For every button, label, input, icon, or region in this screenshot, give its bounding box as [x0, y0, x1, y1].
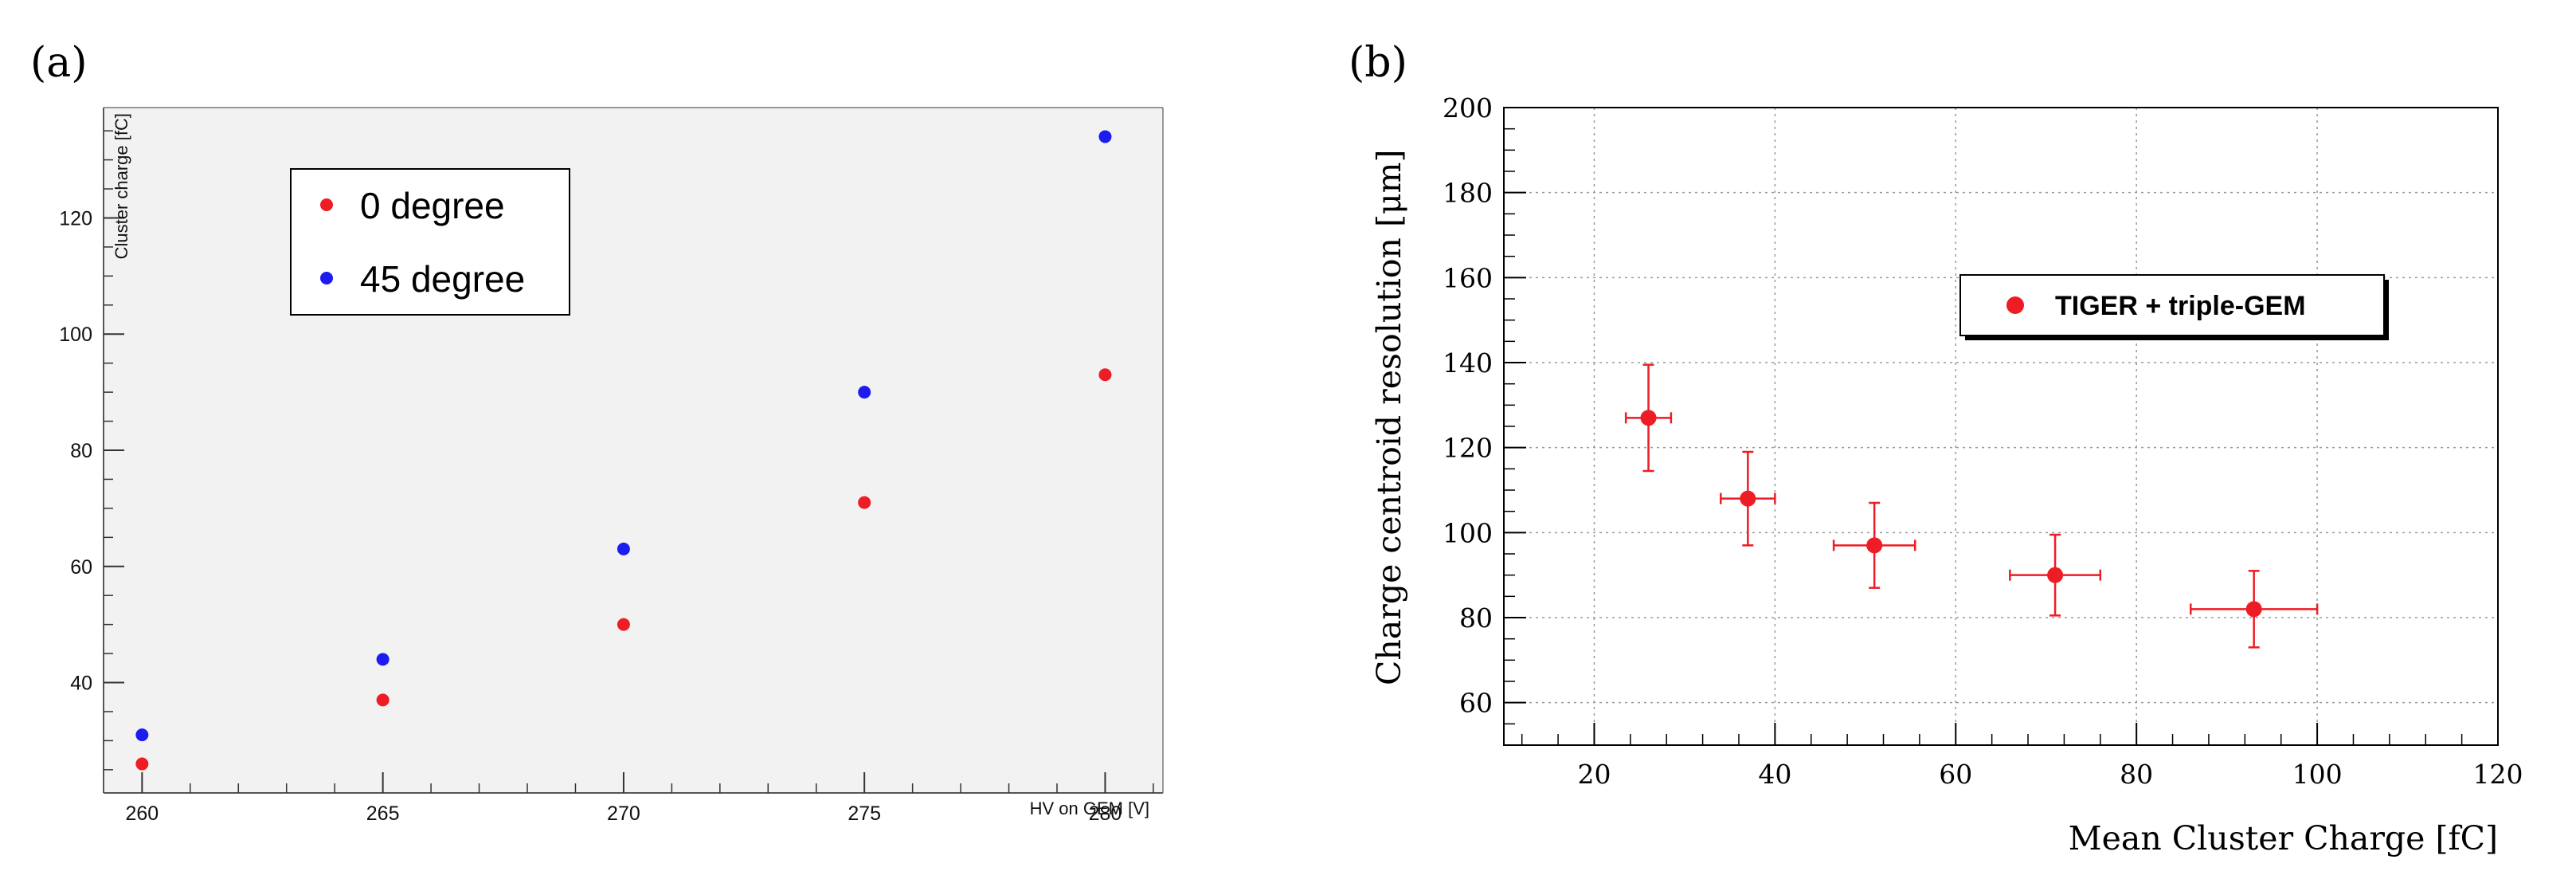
chart-b-x-tick-label: 80 [2120, 759, 2153, 790]
chart-b-legend-label: TIGER + triple-GEM [2055, 291, 2306, 321]
chart-a-y-label: Cluster charge [fC] [112, 113, 131, 259]
chart-a-y-tick-label: 60 [70, 556, 92, 579]
chart-a-legend-marker-45-degree [320, 272, 333, 284]
chart-a-y-tick-label: 120 [59, 207, 92, 230]
chart-b-x-ticks: 20 40 60 80 100 120 [1521, 723, 2523, 790]
chart-b-y-tick-label: 200 [1443, 92, 1493, 124]
chart-a-legend-marker-0-degree [320, 198, 333, 211]
chart-b-y-tick-label: 140 [1443, 347, 1493, 379]
chart-a-legend-box [290, 168, 570, 316]
chart-b-y-tick-label: 60 [1459, 688, 1493, 719]
chart-a-axes [103, 107, 1164, 794]
chart-b-y-tick-label: 120 [1443, 433, 1493, 464]
chart-a-point-blue [858, 386, 871, 399]
chart-b-legend-shadow-bottom [1965, 336, 2389, 340]
chart-a-point-red [135, 757, 149, 771]
chart-a: 260 265 270 275 280 40 60 80 100 120 HV on GEM [… [59, 107, 1164, 825]
chart-b-legend-shadow-right [2384, 280, 2389, 340]
chart-a-y-ticks: 40 60 80 100 120 [59, 130, 124, 771]
chart-b-x-label: Mean Cluster Charge [fC] [2069, 819, 2498, 857]
chart-a-x-tick-label: 280 [1089, 802, 1122, 825]
chart-a-point-red [617, 618, 630, 631]
chart-b-x-tick-label: 120 [2473, 759, 2523, 790]
chart-b-x-tick-label: 20 [1577, 759, 1611, 790]
chart-a-legend-label-45-degree: 45 degree [360, 258, 525, 300]
chart-b-y-ticks: 60 80 100 120 140 160 180 200 [1443, 92, 1526, 746]
chart-b-y-label: Charge centroid resolution [μm] [1370, 150, 1408, 685]
chart-a-x-tick-label: 265 [366, 802, 400, 825]
chart-a-point-red [1098, 368, 1112, 382]
chart-b: 20 40 60 80 100 120 60 80 100 120 140 160 180 200 Me… [1370, 92, 2523, 857]
chart-b-x-tick-label: 60 [1939, 759, 1972, 790]
chart-a-point-blue [1098, 130, 1112, 143]
chart-b-plot-area [1504, 108, 2498, 745]
chart-b-y-tick-label: 80 [1459, 602, 1493, 634]
chart-b-point [2245, 601, 2262, 618]
panel-b-label: (b) [1349, 39, 1407, 87]
chart-b-legend: TIGER + triple-GEM [1959, 274, 2389, 340]
chart-a-background [104, 108, 1163, 793]
chart-a-y-tick-label: 40 [70, 673, 92, 695]
chart-b-y-tick-label: 100 [1443, 517, 1493, 548]
chart-b-legend-marker [2006, 296, 2024, 314]
chart-b-point [1866, 537, 1883, 554]
chart-b-point [2047, 567, 2064, 583]
chart-a-points [135, 130, 1112, 771]
chart-a-legend-label-0-degree: 0 degree [360, 185, 505, 226]
chart-a-x-tick-label: 260 [126, 802, 159, 825]
chart-b-point [1740, 490, 1756, 507]
chart-b-x-tick-label: 100 [2292, 759, 2343, 790]
chart-a-point-red [376, 693, 390, 707]
chart-b-points [1624, 363, 2319, 649]
chart-a-point-blue [617, 542, 630, 555]
chart-a-point-blue [135, 728, 149, 742]
chart-a-legend: 0 degree 45 degree [290, 168, 570, 316]
chart-a-point-red [858, 496, 871, 509]
chart-a-point-blue [376, 653, 390, 666]
panel-a-label: (a) [30, 39, 88, 87]
chart-b-y-tick-label: 160 [1443, 262, 1493, 293]
chart-a-x-ticks: 260 265 270 275 280 [126, 772, 1154, 825]
chart-a-y-tick-label: 100 [59, 324, 92, 346]
chart-b-y-tick-label: 180 [1443, 178, 1493, 209]
chart-a-x-tick-label: 270 [607, 802, 640, 825]
chart-a-x-label: HV on GEM [V] [1030, 799, 1149, 818]
chart-b-point [1640, 410, 1657, 426]
chart-a-y-tick-label: 80 [70, 440, 92, 462]
chart-a-x-tick-label: 275 [848, 802, 881, 825]
chart-b-x-tick-label: 40 [1758, 759, 1791, 790]
